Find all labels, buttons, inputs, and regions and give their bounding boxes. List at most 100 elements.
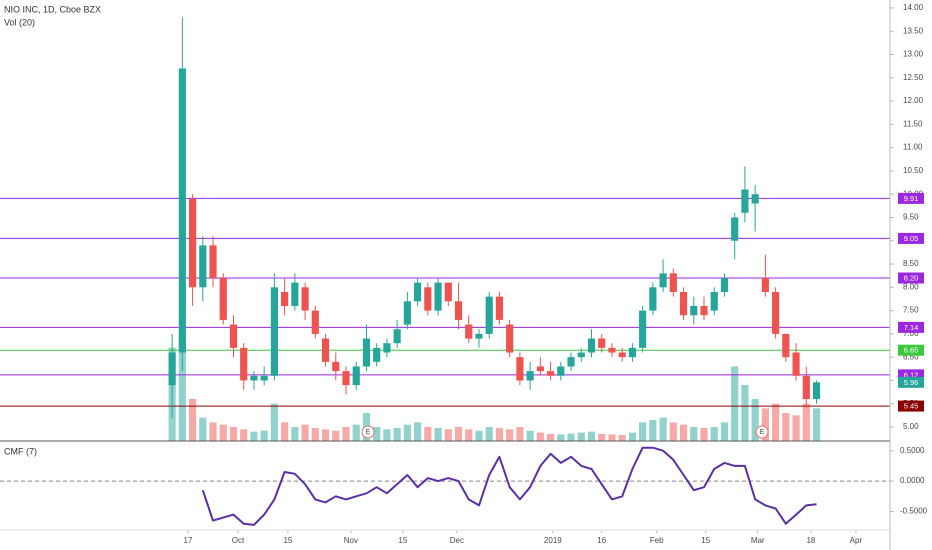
volume-bar bbox=[311, 427, 319, 441]
candle-body bbox=[751, 194, 759, 204]
volume-bar bbox=[761, 408, 769, 441]
candle-body bbox=[802, 375, 810, 400]
volume-bar bbox=[342, 427, 350, 441]
volume-bar bbox=[802, 403, 810, 441]
candle-body bbox=[598, 338, 606, 348]
volume-bar bbox=[434, 427, 442, 441]
x-tick-label: Mar bbox=[751, 536, 765, 545]
main-pane: 5.005.506.006.507.007.508.008.509.009.50… bbox=[0, 3, 924, 545]
volume-bar bbox=[690, 427, 698, 441]
candle-body bbox=[608, 347, 616, 353]
volume-bar bbox=[250, 431, 258, 441]
volume-bar bbox=[495, 427, 504, 441]
volume-bar bbox=[649, 420, 657, 441]
level-label: 9.05 bbox=[904, 234, 919, 243]
volume-bar bbox=[639, 422, 647, 441]
volume-bar bbox=[383, 429, 391, 441]
volume-bar bbox=[516, 427, 524, 441]
y-tick-label: 14.00 bbox=[903, 3, 924, 12]
volume-bar bbox=[209, 422, 217, 441]
volume-bar bbox=[567, 433, 575, 441]
volume-bar bbox=[526, 430, 534, 441]
volume-bar bbox=[812, 408, 821, 441]
candle-body bbox=[720, 278, 729, 292]
volume-bar bbox=[291, 427, 299, 441]
level-label: 7.14 bbox=[904, 323, 919, 332]
volume-label: Vol (20) bbox=[4, 17, 35, 27]
candle-body bbox=[311, 310, 319, 334]
candle-body bbox=[485, 296, 493, 334]
earnings-circle bbox=[361, 425, 375, 439]
x-tick-label: Dec bbox=[450, 536, 464, 545]
volume-bar bbox=[321, 429, 330, 441]
candle-body bbox=[373, 347, 381, 362]
volume-bar bbox=[710, 427, 718, 441]
earnings-text: E bbox=[760, 429, 765, 436]
candle-body bbox=[659, 273, 667, 288]
volume-bar bbox=[352, 424, 360, 441]
candle-body bbox=[690, 305, 698, 316]
x-tick-label: Nov bbox=[344, 536, 358, 545]
candle-body bbox=[587, 338, 596, 353]
candle-body bbox=[495, 296, 504, 320]
volume-bar bbox=[506, 429, 514, 441]
level-label-box bbox=[898, 232, 924, 244]
volume-bar bbox=[700, 427, 708, 441]
candle-body bbox=[546, 371, 555, 376]
candle-body bbox=[444, 282, 452, 302]
candle-body bbox=[188, 198, 197, 288]
candle-body bbox=[199, 245, 207, 288]
candle-body bbox=[240, 347, 248, 381]
candle-body bbox=[761, 278, 769, 292]
earnings-marker[interactable]: E bbox=[361, 425, 375, 439]
candle-body bbox=[342, 371, 350, 386]
candle-body bbox=[178, 68, 186, 353]
volume-bar bbox=[260, 430, 268, 441]
y-tick-label: 7.50 bbox=[903, 306, 919, 315]
volume-bar bbox=[679, 424, 688, 441]
volume-bar bbox=[577, 432, 585, 441]
candle-body bbox=[700, 305, 708, 316]
volume-bar bbox=[546, 434, 555, 441]
candle-body bbox=[679, 291, 688, 316]
candle-body bbox=[792, 352, 800, 376]
candle-body bbox=[362, 338, 371, 367]
volume-bar bbox=[669, 422, 677, 441]
volume-bar bbox=[751, 399, 759, 441]
candle-body bbox=[639, 310, 647, 348]
candle-body bbox=[321, 338, 330, 362]
level-label: 5.45 bbox=[904, 402, 919, 411]
candle-body bbox=[250, 375, 258, 381]
candle-body bbox=[260, 375, 268, 381]
x-tick-label: Feb bbox=[650, 536, 664, 545]
volume-bar bbox=[332, 430, 340, 441]
x-tick-label: 18 bbox=[806, 536, 815, 545]
candle-body bbox=[393, 329, 401, 344]
volume-bar bbox=[373, 427, 381, 441]
candle-body bbox=[536, 366, 544, 372]
y-tick-label: 8.00 bbox=[903, 282, 919, 291]
cmf-tick-label: -0.5000 bbox=[900, 507, 928, 516]
candle-body bbox=[465, 324, 473, 339]
earnings-marker[interactable]: E bbox=[755, 425, 769, 439]
level-label-box bbox=[898, 192, 924, 204]
candle-body bbox=[383, 343, 391, 353]
volume-bar bbox=[465, 429, 473, 441]
x-tick-label: Apr bbox=[850, 536, 863, 545]
volume-bar bbox=[188, 399, 197, 441]
volume-bar bbox=[178, 333, 186, 441]
volume-bar bbox=[403, 424, 411, 441]
volume-bar bbox=[628, 432, 636, 441]
candle-body bbox=[414, 282, 422, 302]
volume-bar bbox=[618, 434, 626, 441]
y-tick-label: 5.00 bbox=[903, 422, 919, 431]
candle-body bbox=[281, 291, 289, 306]
volume-bar bbox=[444, 429, 452, 441]
level-label-box bbox=[898, 321, 924, 333]
volume-bar bbox=[475, 430, 483, 441]
x-tick-label: 2019 bbox=[544, 536, 562, 545]
last-price-label: 5.96 bbox=[904, 378, 919, 387]
volume-bar bbox=[772, 403, 780, 441]
